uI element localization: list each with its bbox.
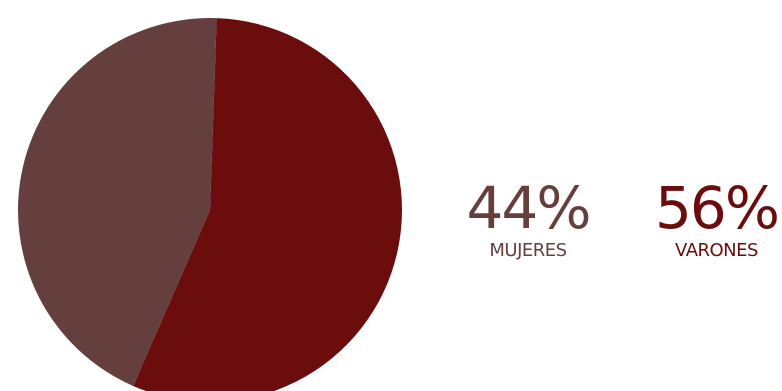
pie-slice-varones [133, 18, 402, 391]
mujeres-label: MUJERES [489, 240, 567, 261]
pie-chart [17, 17, 402, 391]
varones-label: VARONES [675, 240, 758, 261]
pie-slice-mujeres [17, 17, 217, 386]
mujeres-percentage: 44% [466, 174, 592, 242]
mujeres-stat: 44% MUJERES [466, 174, 592, 262]
varones-stat: 56% VARONES [651, 178, 782, 262]
varones-percentage: 56% [655, 174, 780, 242]
